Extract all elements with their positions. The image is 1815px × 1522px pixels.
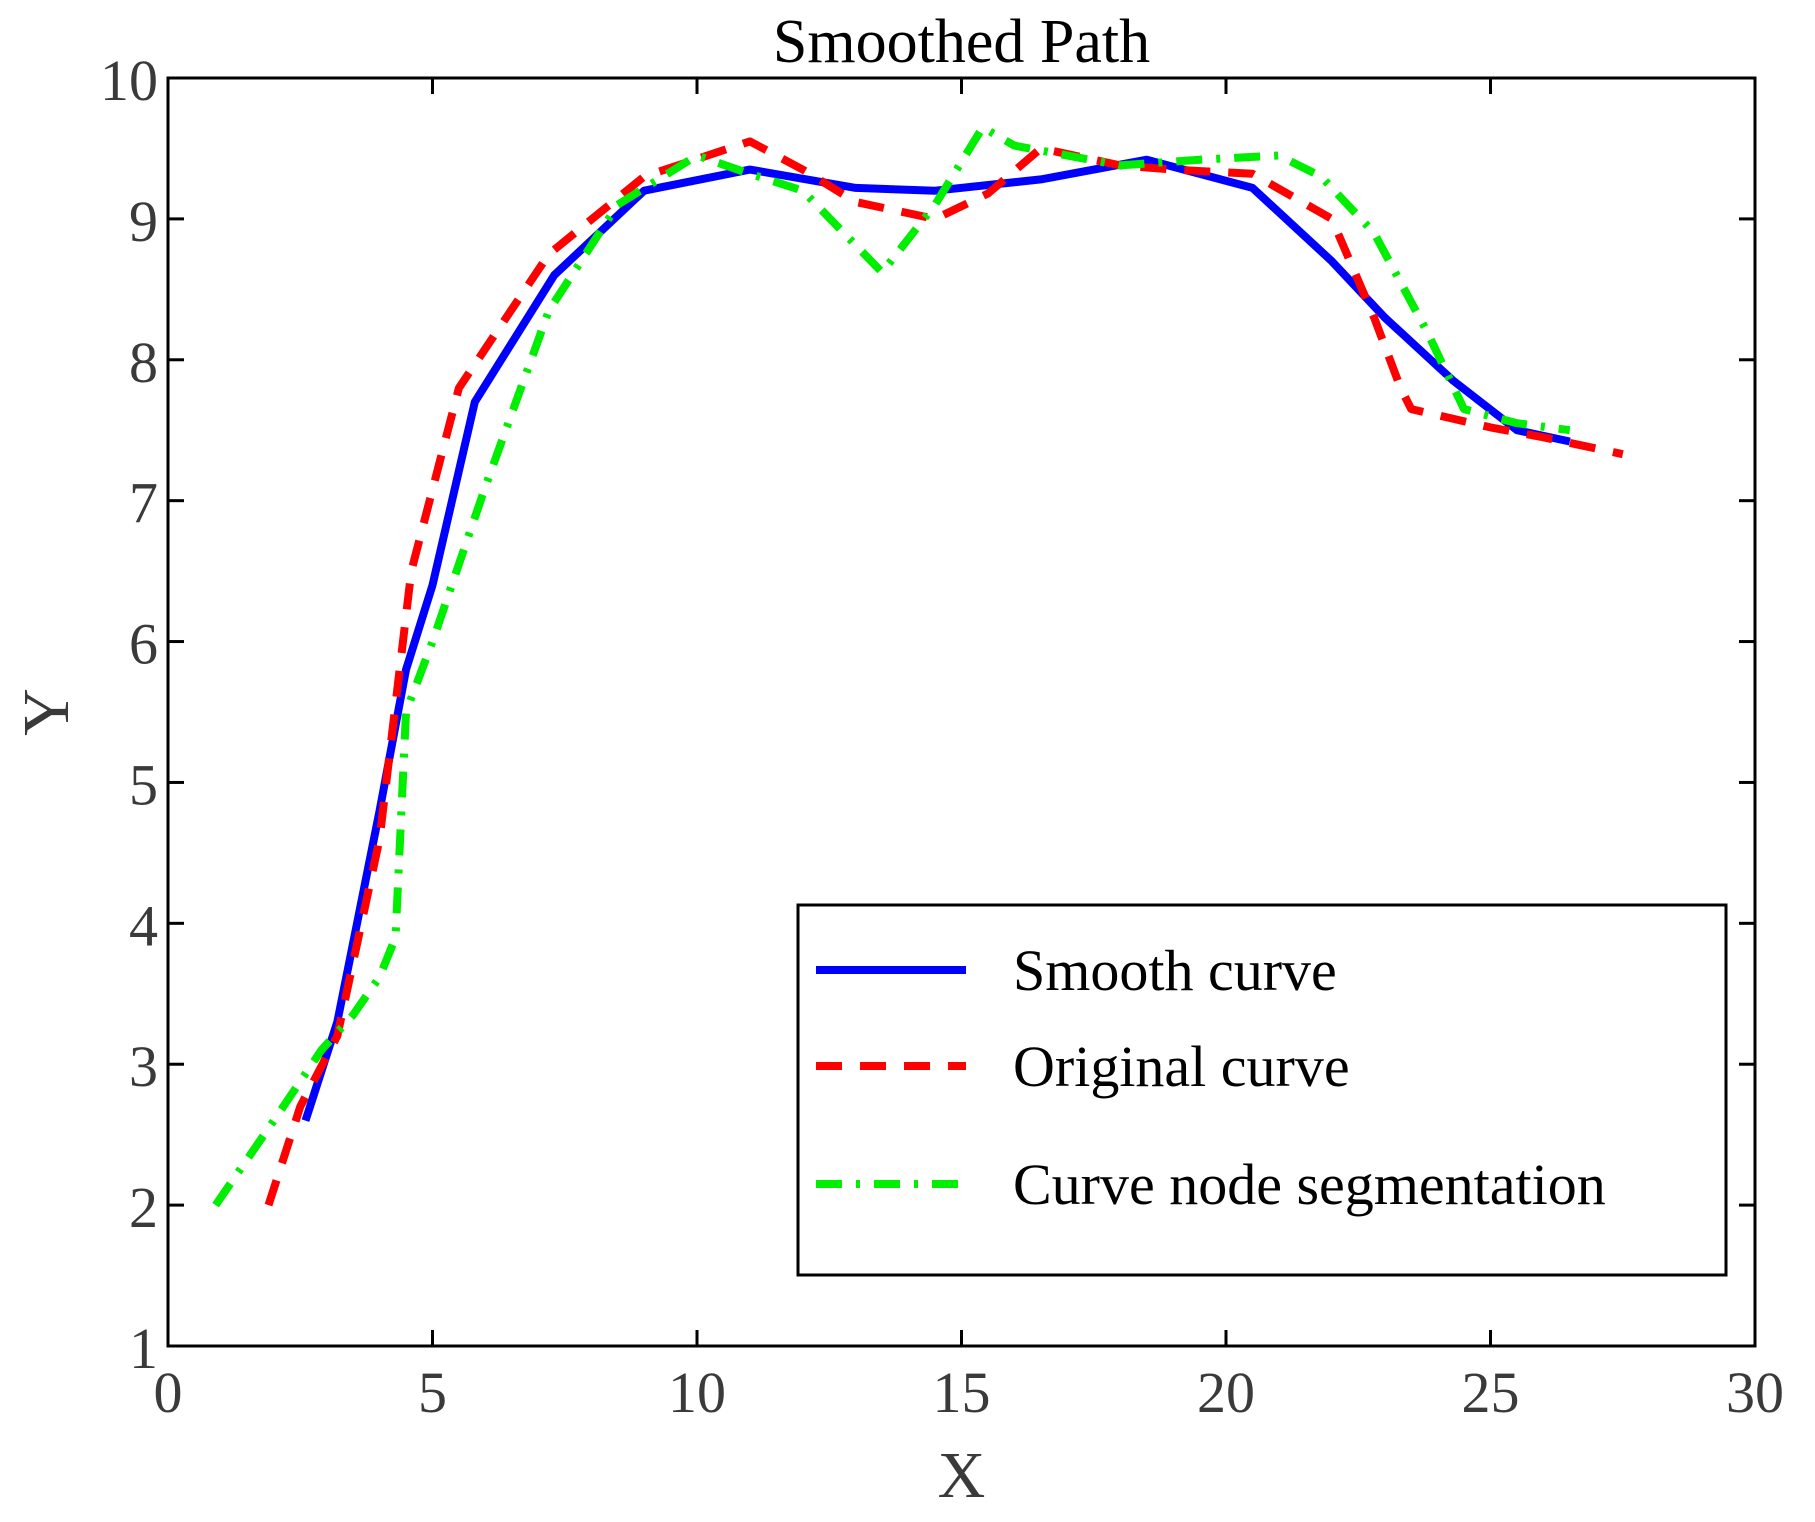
axes-frame xyxy=(166,76,1757,1348)
y-tick-label: 3 xyxy=(129,1034,158,1099)
chart-title: Smoothed Path xyxy=(773,8,1150,76)
x-tick-label: 10 xyxy=(668,1360,726,1425)
y-tick-label: 8 xyxy=(129,330,158,395)
y-tick-label: 2 xyxy=(129,1175,158,1240)
y-tick-label: 5 xyxy=(129,752,158,817)
legend-label: Curve node segmentation xyxy=(1013,1152,1606,1217)
x-tick-label: 20 xyxy=(1197,1360,1255,1425)
x-tick-label: 30 xyxy=(1726,1360,1784,1425)
series-line-original-curve xyxy=(264,137,1624,1207)
y-tick-label: 10 xyxy=(100,48,158,113)
y-tick-label: 4 xyxy=(129,893,158,958)
tick-layer: 0 5 10 15 20 25 30 1 2 3 4 5 6 7 8 9 10 xyxy=(100,48,1784,1425)
x-tick-label: 0 xyxy=(154,1360,183,1425)
y-tick-label: 9 xyxy=(129,189,158,254)
y-tick-label: 1 xyxy=(129,1316,158,1381)
x-axis-label: X xyxy=(938,1439,986,1512)
y-axis-label: Y xyxy=(10,688,83,736)
legend-label: Smooth curve xyxy=(1013,938,1337,1003)
legend: Smooth curve Original curve Curve node seg… xyxy=(796,903,1728,1277)
y-tick-label: 6 xyxy=(129,612,158,677)
x-tick-label: 15 xyxy=(933,1360,991,1425)
y-tick-label: 7 xyxy=(129,471,158,536)
legend-label: Original curve xyxy=(1013,1034,1350,1099)
series-line-curve-node-segmentation xyxy=(212,123,1571,1208)
series-line-smooth-curve xyxy=(301,155,1571,1122)
x-tick-label: 5 xyxy=(418,1360,447,1425)
x-tick-label: 25 xyxy=(1462,1360,1520,1425)
plot-layer xyxy=(212,123,1624,1208)
